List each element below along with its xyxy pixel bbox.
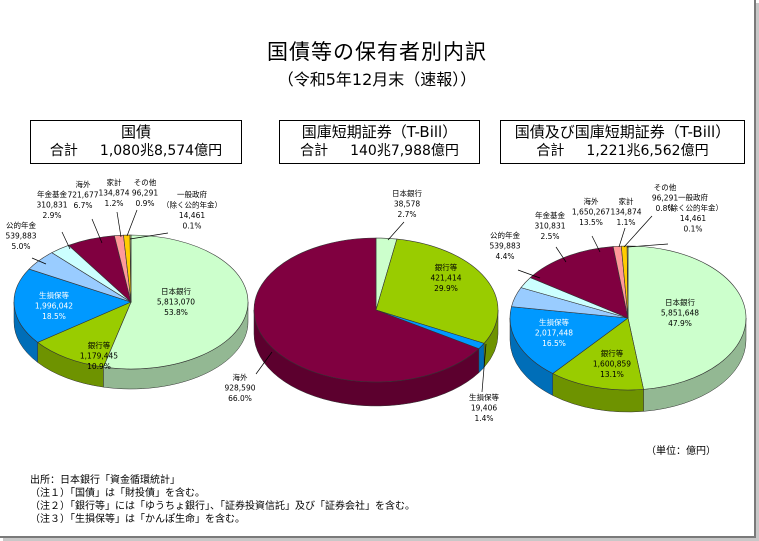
header-box-jgb: 国債 合計 1,080兆8,574億円: [30, 120, 242, 164]
leader-line: [591, 235, 601, 253]
slice-label: 年金基金 310,831 2.5%: [534, 210, 565, 241]
leader-line: [555, 246, 567, 263]
pie-slice: [552, 317, 644, 391]
leader-line: [626, 243, 669, 248]
leader-line: [129, 232, 169, 240]
pie-slice: [253, 237, 480, 383]
leader-line: [255, 351, 273, 375]
leader-line: [387, 221, 405, 241]
leader-line: [623, 215, 653, 248]
chart-subtitle: （令和5年12月末（速報））: [277, 70, 477, 89]
slice-label: 一般政府（除く公的年金） 14,461 0.1%: [162, 189, 222, 231]
leader-line: [91, 218, 103, 244]
leader-line: [126, 209, 138, 237]
pie-slice: [102, 234, 249, 370]
header-title-combined: 国債及び国庫短期証券（T-Bill）: [514, 123, 731, 141]
slice-label: 銀行等 1,179,445 10.9%: [80, 340, 118, 371]
unit-label: （単位：億円）: [646, 446, 716, 457]
pie-slice: [375, 238, 499, 344]
pie-slice: [129, 234, 132, 303]
leader-line: [618, 227, 626, 248]
pie-slice: [37, 301, 132, 368]
pie-chart-3: 日本銀行 5,851,648 47.9% 銀行等 1,600,859 13.1% 生損保等 2…: [489, 182, 747, 413]
pie-labels: 日本銀行 5,851,648 47.9% 銀行等 1,600,859 13.1% 生損保等 2…: [489, 182, 723, 379]
header-total-label-jgb: 合計: [49, 143, 78, 159]
header-title-tbill: 国庫短期証券（T-Bill）: [301, 123, 458, 141]
pie-slice: [509, 306, 629, 374]
slice-label: 公的年金 539,883 5.0%: [5, 220, 36, 251]
slice-label: 生損保等 2,017,448 16.5%: [535, 317, 573, 348]
pie-slice: [13, 268, 132, 343]
header-title-jgb: 国債: [120, 123, 151, 141]
header-total-jgb: 1,080兆8,574億円: [99, 143, 223, 159]
header-total-combined: 1,221兆6,562億円: [586, 143, 709, 159]
chart-title: 国債等の保有者別内訳: [267, 40, 487, 64]
pie-slice: [626, 245, 629, 319]
note-source: 出所：日本銀行「資金循環統計」: [30, 475, 180, 486]
slice-label: 家計 134,874 1.2%: [98, 177, 129, 208]
notes: 出所：日本銀行「資金循環統計」 （注１）「国債」は「財投債」を含む。 （注２）「…: [30, 474, 415, 526]
pie-labels: 日本銀行 38,578 2.7% 銀行等 421,414 29.9% 生損保等 19,406 1…: [224, 188, 499, 423]
leader-line: [481, 343, 487, 393]
slice-label: 日本銀行 5,851,648 47.9%: [661, 297, 699, 328]
leader-line: [61, 231, 71, 250]
slice-label: 家計 134,874 1.1%: [610, 196, 641, 227]
slice-label: その他 96,291 0.8%: [652, 182, 678, 213]
pie-slice: [627, 245, 747, 390]
slice-label: 銀行等 421,414 29.9%: [430, 262, 461, 293]
slice-label: 日本銀行 5,813,070 53.8%: [157, 286, 195, 317]
pie-slice: [529, 246, 629, 319]
leader-line: [116, 211, 122, 238]
slice-label: 年金基金 310,831 2.9%: [36, 189, 67, 220]
leader-line: [517, 269, 541, 279]
note-2: （注２）「銀行等」には「ゆうちょ銀行」、「証券投資信託」及び「証券会社」を含む。: [30, 501, 415, 512]
slice-label: 公的年金 539,883 4.4%: [489, 230, 520, 261]
pie-chart-1: 日本銀行 5,813,070 53.8% 銀行等 1,179,445 10.9%生損保等 1…: [5, 177, 249, 390]
slice-label: 銀行等 1,600,859 13.1%: [593, 348, 631, 379]
slice-label: 海外 721,677 6.7%: [67, 179, 98, 210]
slice-label: 一般政府（除く公的年金） 14,461 0.1%: [663, 192, 723, 234]
pie-labels: 日本銀行 5,813,070 53.8% 銀行等 1,179,445 10.9%生損保等 1…: [5, 177, 222, 371]
note-3: （注３）「生損保等」は「かんぽ生命」を含む。: [30, 514, 245, 525]
slice-label: 海外 1,650,267 13.5%: [572, 196, 610, 227]
header-total-tbill: 140兆7,988億円: [350, 143, 459, 159]
header-total-label-tbill: 合計: [300, 143, 329, 159]
slice-label: 生損保等 1,996,042 18.5%: [35, 290, 73, 321]
pie-chart-2: 日本銀行 38,578 2.7% 銀行等 421,414 29.9% 生損保等 19,406 1…: [224, 188, 499, 423]
header-box-tbill: 国庫短期証券（T-Bill） 合計 140兆7,988億円: [279, 120, 480, 164]
slice-label: 生損保等 19,406 1.4%: [469, 392, 499, 423]
slice-label: 海外 928,590 66.0%: [224, 372, 255, 403]
slice-label: 日本銀行 38,578 2.7%: [392, 188, 422, 219]
slice-label: その他 96,291 0.9%: [132, 177, 158, 208]
header-total-label-combined: 合計: [536, 143, 565, 159]
header-box-combined: 国債及び国庫短期証券（T-Bill） 合計 1,221兆6,562億円: [500, 120, 745, 164]
leader-line: [31, 257, 47, 265]
note-1: （注１）「国債」は「財投債」を含む。: [30, 488, 205, 499]
